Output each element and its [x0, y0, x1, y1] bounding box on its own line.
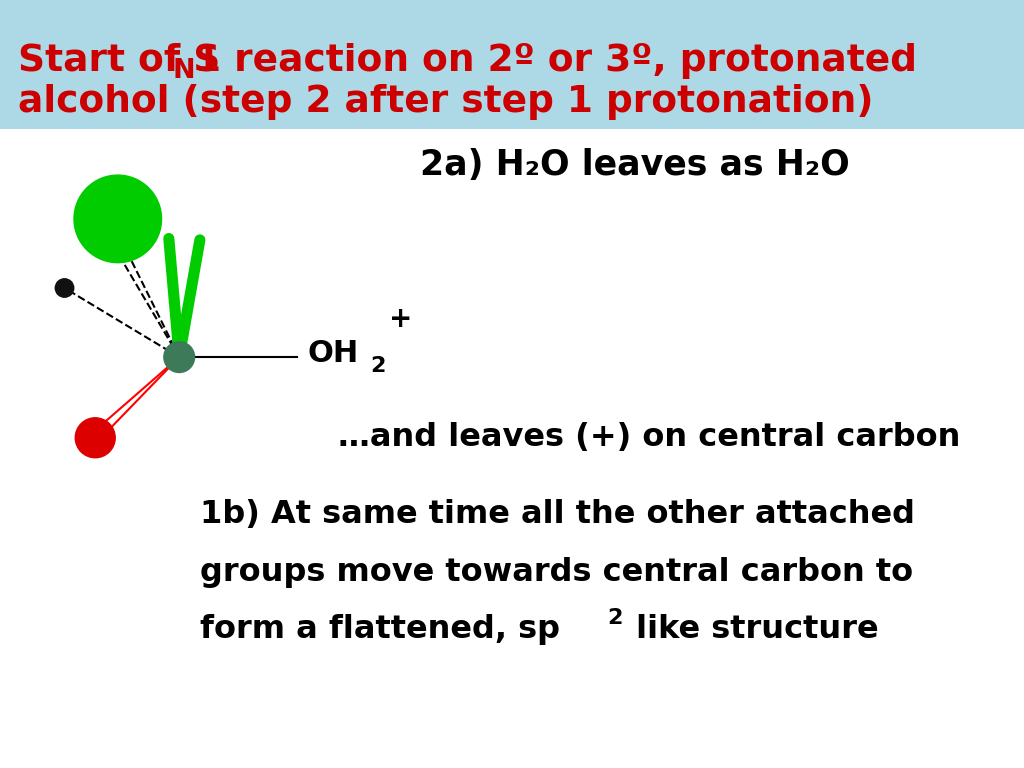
Text: form a flattened, sp: form a flattened, sp [200, 614, 560, 645]
Text: groups move towards central carbon to: groups move towards central carbon to [200, 557, 912, 588]
Text: OH: OH [307, 339, 358, 368]
Ellipse shape [74, 175, 162, 263]
Bar [0, 0, 1024, 129]
Text: 2: 2 [607, 608, 623, 628]
Ellipse shape [164, 342, 195, 372]
Text: …and leaves (+) on central carbon: …and leaves (+) on central carbon [338, 422, 961, 453]
Ellipse shape [76, 418, 115, 458]
Text: like structure: like structure [625, 614, 879, 645]
Text: 1b) At same time all the other attached: 1b) At same time all the other attached [200, 499, 914, 530]
Ellipse shape [55, 279, 74, 297]
Text: Start of S: Start of S [18, 43, 221, 78]
Text: 2a) H₂O leaves as H₂O: 2a) H₂O leaves as H₂O [420, 148, 850, 182]
Text: N: N [172, 58, 195, 84]
Text: 1 reaction on 2º or 3º, protonated: 1 reaction on 2º or 3º, protonated [195, 43, 916, 78]
Text: alcohol (step 2 after step 1 protonation): alcohol (step 2 after step 1 protonation… [18, 84, 873, 120]
Text: +: + [389, 305, 413, 333]
Text: 2: 2 [371, 356, 386, 376]
